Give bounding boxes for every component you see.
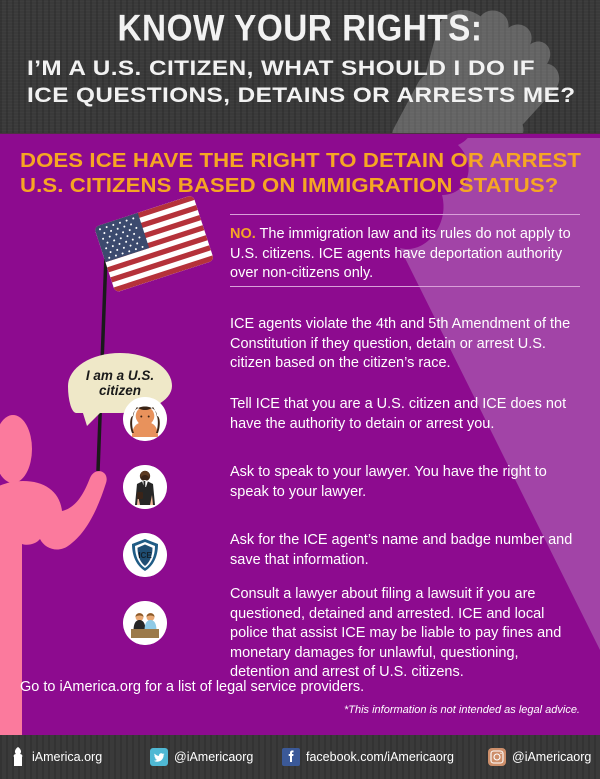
svg-text:ICE: ICE [138,551,152,560]
